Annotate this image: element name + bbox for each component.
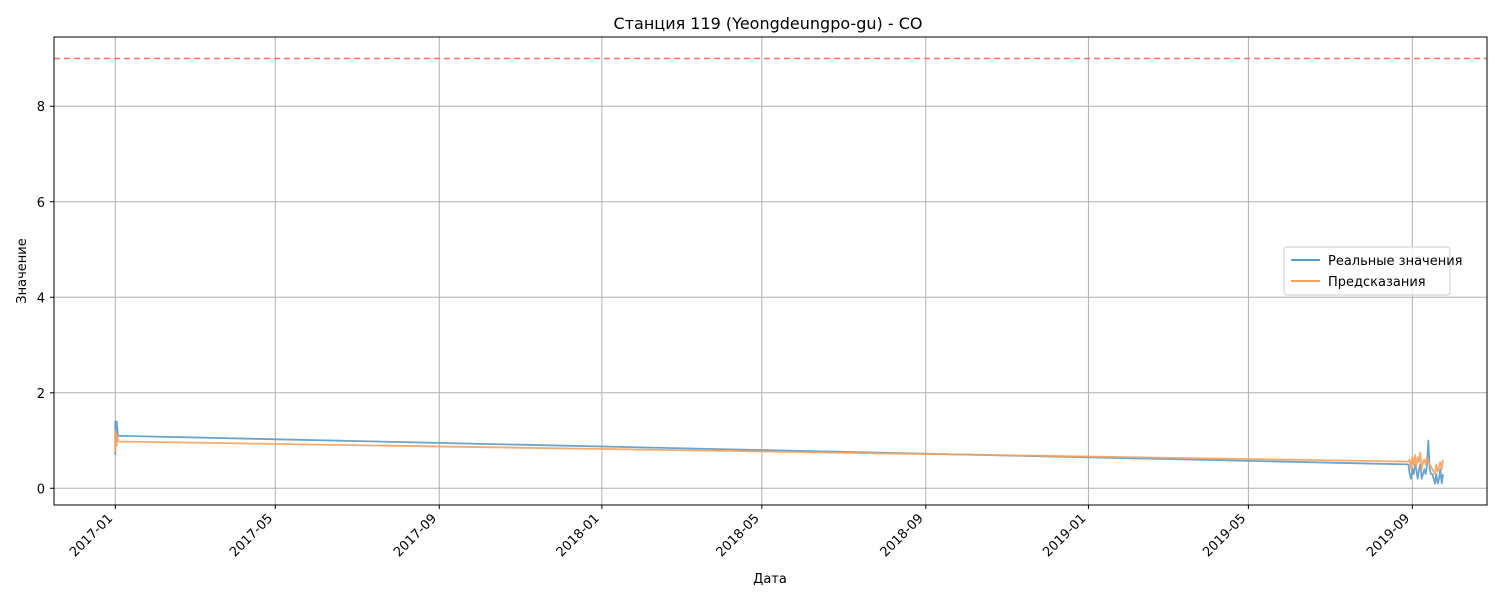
x-tick-label: 2018-05	[714, 511, 763, 560]
x-axis-label: Дата	[753, 572, 787, 587]
grid	[54, 37, 1487, 505]
legend-label-predicted: Предсказания	[1328, 275, 1426, 290]
series-line-actual	[114, 420, 1444, 485]
legend-frame	[1283, 246, 1451, 296]
legend: Реальные значения Предсказания	[1283, 246, 1463, 296]
x-tick-label: 2019-09	[1364, 511, 1413, 560]
x-tick-label: 2019-05	[1200, 511, 1249, 560]
series	[114, 420, 1444, 485]
x-tick-label: 2017-01	[67, 511, 116, 560]
plot-area-frame	[53, 36, 1488, 506]
axis-ticks: 2017-01 2017-05 2017-09 2018-01 2018-05 2018-…	[37, 100, 1413, 560]
x-tick-label: 2018-09	[878, 511, 927, 560]
legend-label-actual: Реальные значения	[1328, 254, 1463, 269]
y-tick-label: 6	[37, 196, 45, 211]
x-tick-label: 2019-01	[1040, 511, 1089, 560]
chart-title: Станция 119 (Yeongdeungpo-gu) - CO	[614, 14, 923, 33]
series-line-predicted	[114, 430, 1444, 475]
y-tick-label: 2	[37, 387, 45, 402]
x-tick-label: 2017-09	[391, 511, 440, 560]
x-tick-label: 2017-05	[227, 511, 276, 560]
y-axis-label: Значение	[15, 238, 30, 303]
y-tick-label: 8	[37, 100, 45, 115]
y-tick-label: 0	[37, 482, 45, 497]
y-tick-label: 4	[37, 291, 45, 306]
x-tick-label: 2018-01	[554, 511, 603, 560]
